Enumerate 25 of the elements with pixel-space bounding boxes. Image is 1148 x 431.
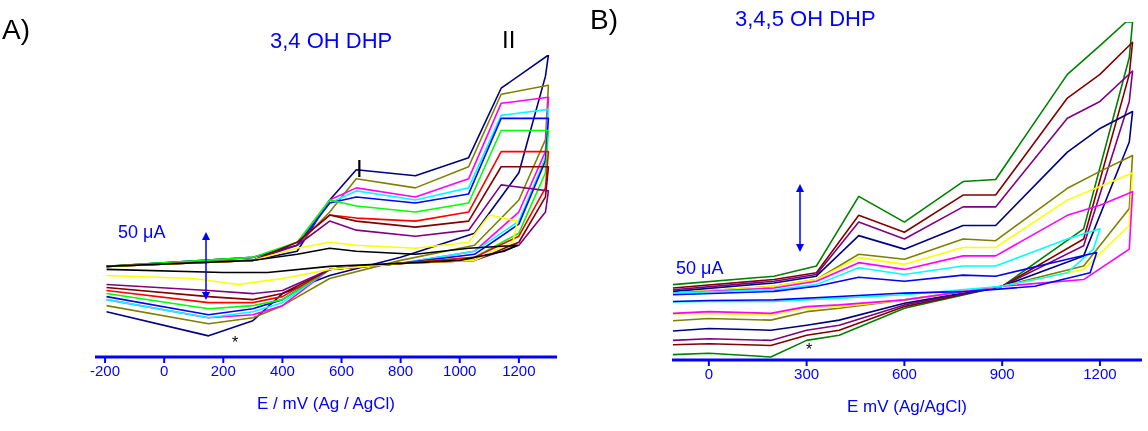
- x-tick-label: 1200: [502, 361, 536, 379]
- x-tick-label: -200: [90, 361, 121, 379]
- x-tick-label: 800: [388, 361, 414, 379]
- annotation: *: [232, 334, 239, 352]
- annotation: *: [806, 341, 813, 359]
- text: A): [2, 14, 30, 46]
- x-tick-label: 900: [989, 364, 1015, 382]
- x-tick-label: 1000: [443, 361, 477, 379]
- x-tick-label: 1200: [1083, 364, 1117, 382]
- text: II: [502, 26, 516, 54]
- x-tick-label: 0: [704, 364, 713, 382]
- x-tick-label: 0: [160, 361, 169, 379]
- annotation: 50 μA: [118, 222, 166, 243]
- annotation: I: [356, 155, 363, 183]
- x-tick-label: 400: [269, 361, 295, 379]
- x-tick-label: 600: [891, 364, 917, 382]
- text: B): [590, 4, 618, 36]
- x-tick-label: 300: [794, 364, 820, 382]
- x-tick-label: 600: [329, 361, 355, 379]
- x-axis-title: E mV (Ag/AgCl): [847, 397, 967, 416]
- chart-title: 3,4,5 OH DHP: [735, 6, 876, 32]
- chart-title: 3,4 OH DHP: [270, 28, 393, 54]
- annotation: 50 μA: [676, 258, 724, 279]
- x-axis-title: E / mV (Ag / AgCl): [257, 394, 395, 413]
- x-tick-label: 200: [210, 361, 236, 379]
